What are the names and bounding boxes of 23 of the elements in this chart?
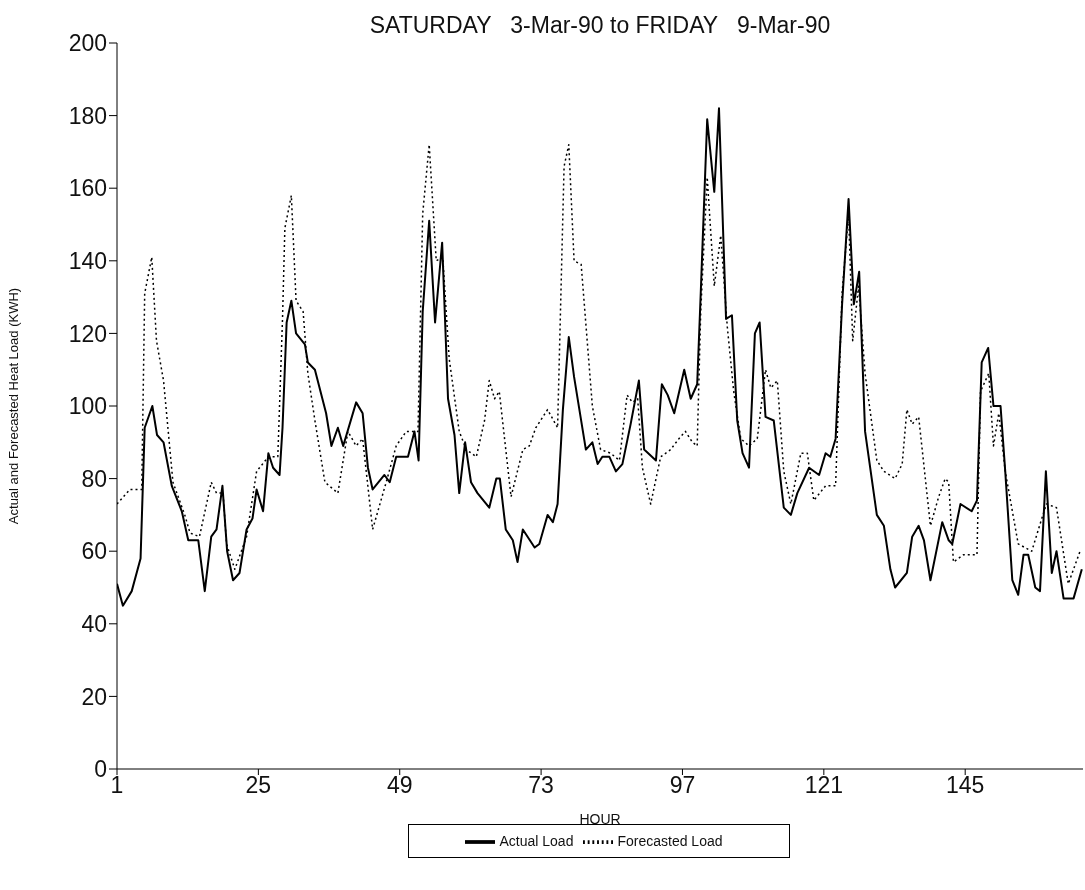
x-axis-title: HOUR [579, 811, 621, 827]
x-tick-label: 49 [386, 772, 413, 799]
y-axis-title: Actual and Forecasted Heat Load (KWH) [5, 287, 21, 525]
y-tick-label: 100 [68, 393, 107, 420]
y-tick-label: 160 [68, 175, 107, 202]
y-tick-label: 80 [81, 465, 107, 492]
x-tick-label: 145 [946, 772, 985, 799]
y-tick-label: 0 [94, 756, 107, 783]
x-tick-label: 1 [110, 772, 124, 799]
legend-label: Forecasted Load [617, 832, 723, 849]
legend-label: Actual Load [499, 832, 574, 849]
x-tick-label: 121 [804, 772, 844, 799]
x-tick-label: 97 [669, 772, 696, 799]
x-tick-label: 25 [245, 772, 272, 799]
y-tick-label: 120 [68, 320, 107, 347]
y-tick-label: 60 [81, 538, 107, 565]
y-tick-label: 40 [81, 610, 107, 637]
y-tick-label: 20 [81, 683, 107, 710]
x-tick-label: 73 [528, 772, 554, 799]
y-tick-label: 140 [68, 247, 107, 274]
chart-title: SATURDAY 3-Mar-90 to FRIDAY 9-Mar-90 [368, 12, 832, 39]
y-tick-label: 200 [68, 30, 107, 57]
y-tick-label: 180 [68, 102, 107, 129]
